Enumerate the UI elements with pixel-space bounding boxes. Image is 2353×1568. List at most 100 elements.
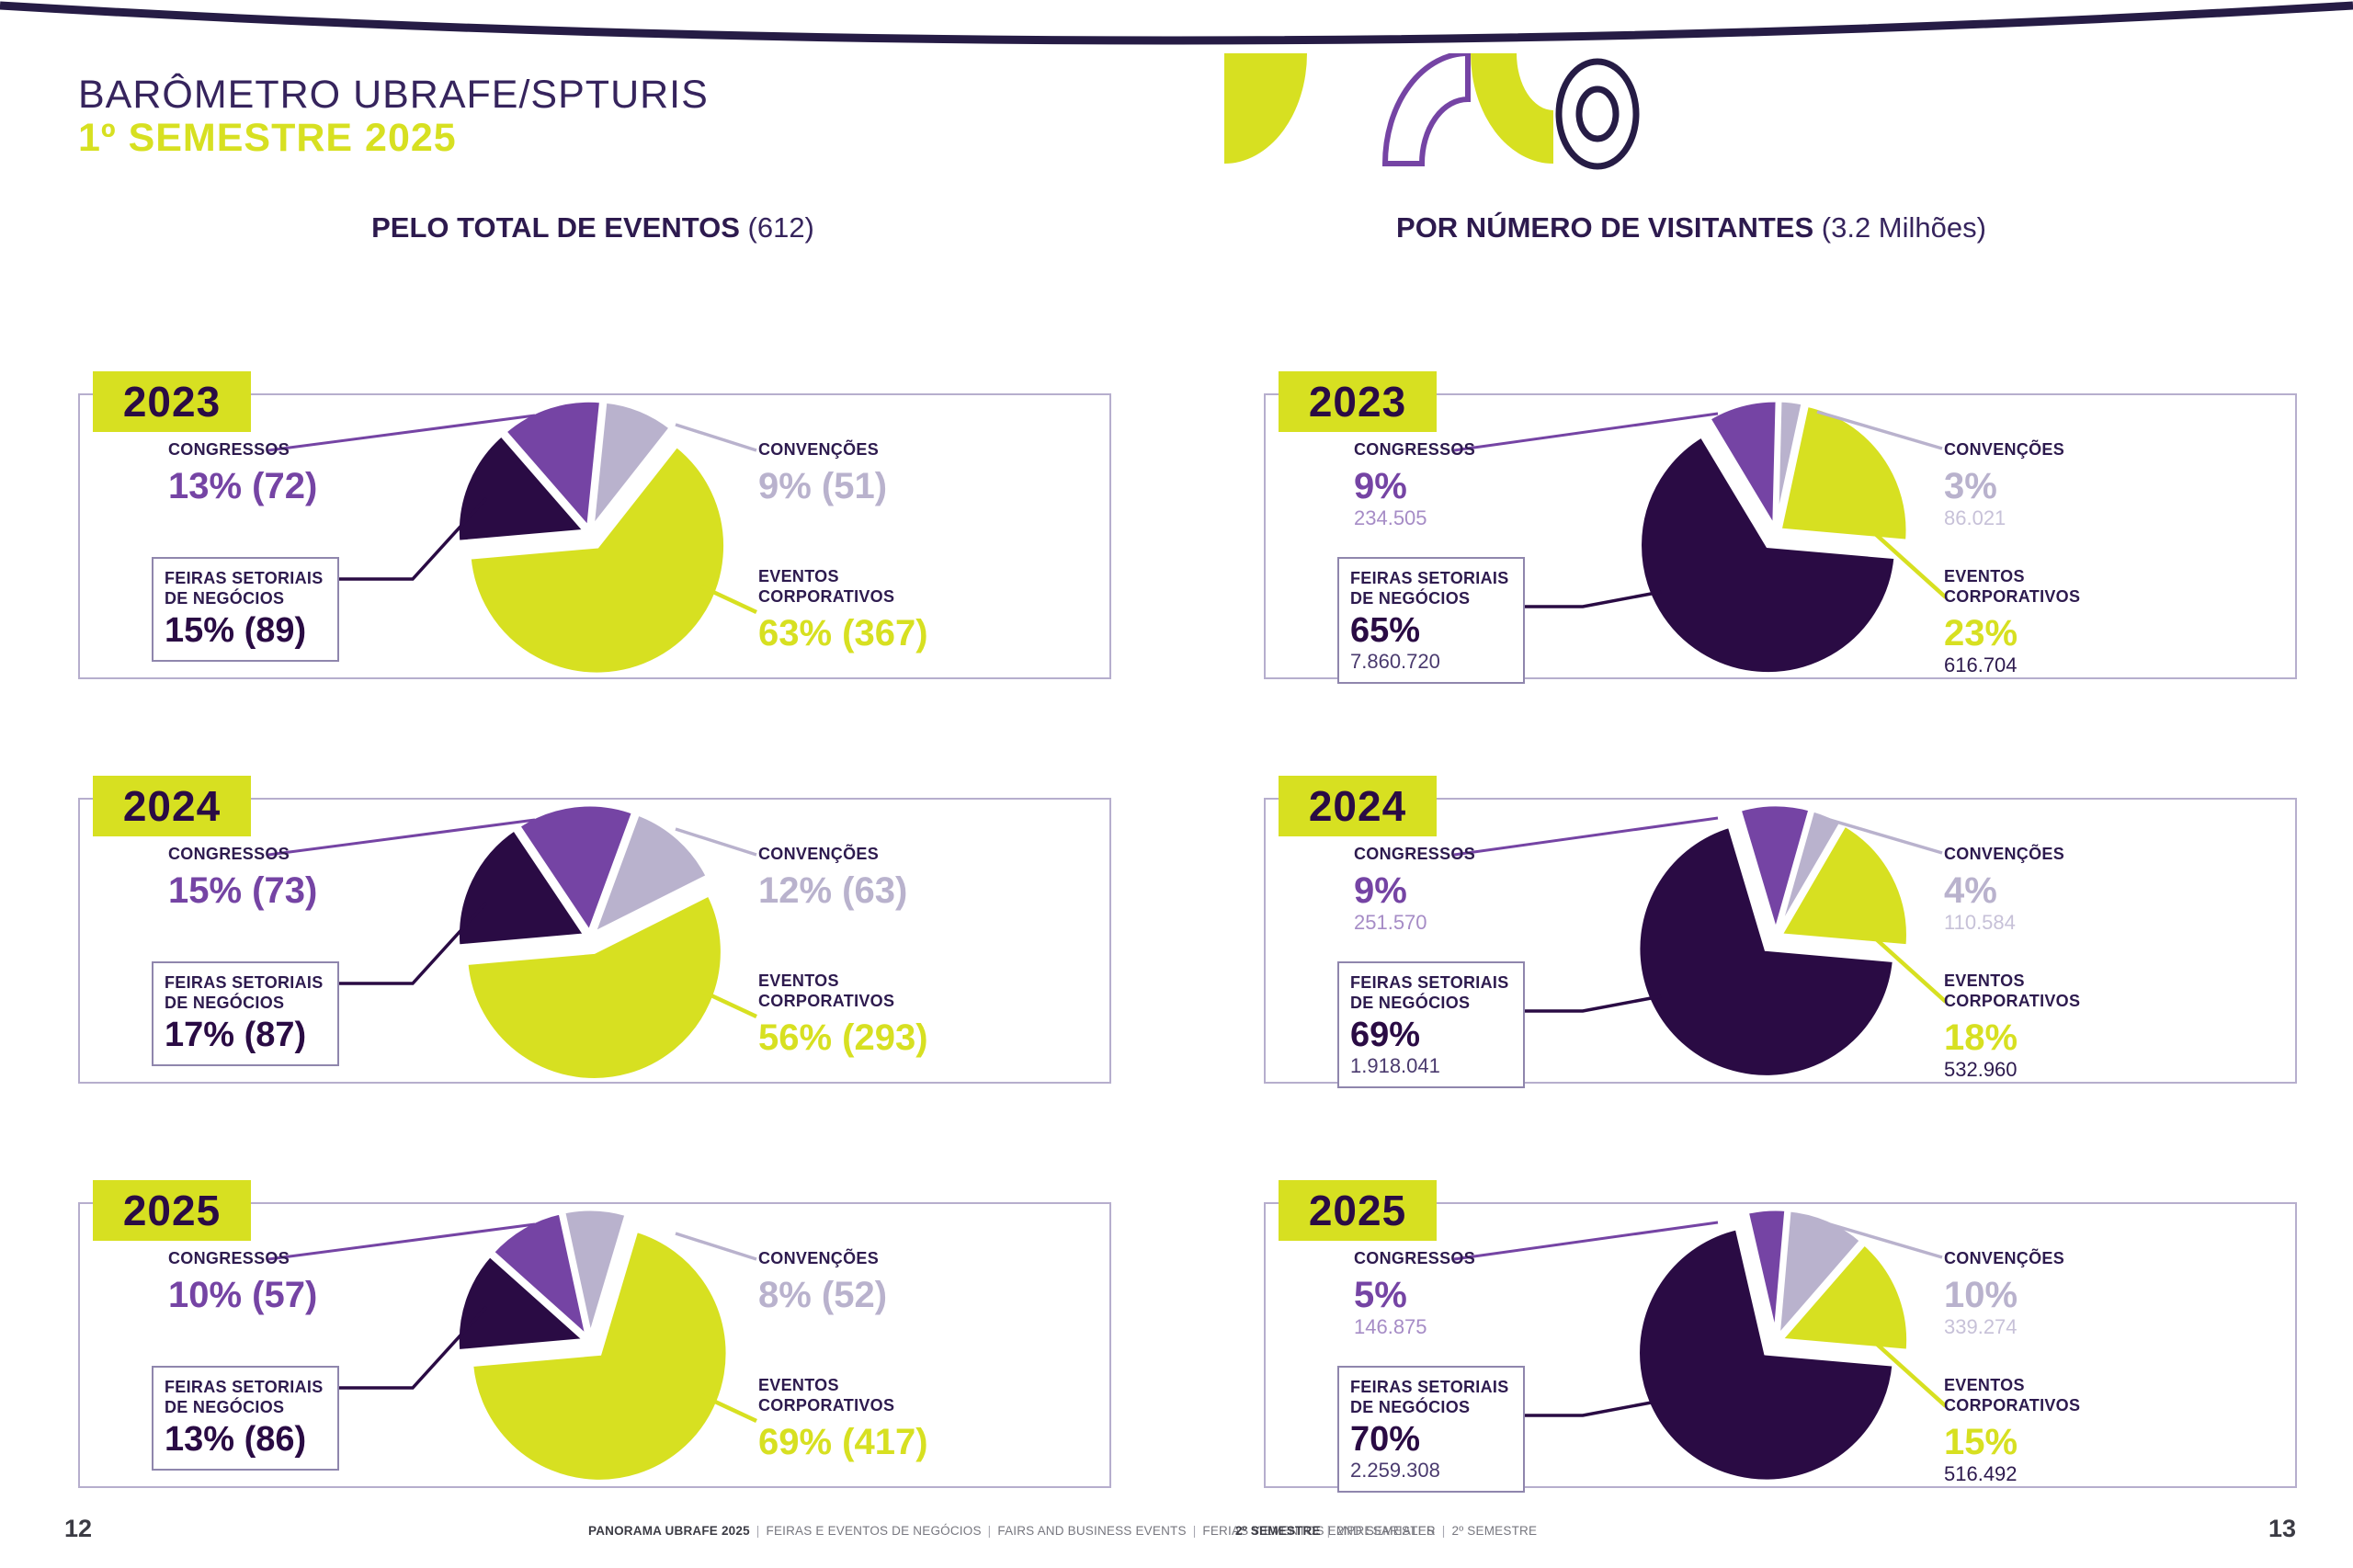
convencoes-callout: CONVENÇÕES 9% (51) xyxy=(758,439,887,507)
column-header-events: PELO TOTAL DE EVENTOS (612) xyxy=(78,211,1108,244)
eventos-corporativos-callout: EVENTOS CORPORATIVOS 23% 616.704 xyxy=(1944,566,2080,676)
congressos-percent: 13% (72) xyxy=(168,466,318,506)
feiras-percent: 13% (86) xyxy=(165,1420,307,1459)
convencoes-callout: CONVENÇÕES 8% (52) xyxy=(758,1248,887,1316)
leader-line-eventos xyxy=(1870,529,1948,599)
leader-line-eventos xyxy=(700,988,757,1019)
feiras-percent: 69% xyxy=(1350,1016,1421,1054)
feiras-label-line1: FEIRAS SETORIAIS xyxy=(1350,569,1509,587)
eventos-label-line1: EVENTOS xyxy=(1944,1376,2025,1394)
pie-slice-congressos xyxy=(1735,801,1814,941)
convencoes-callout: CONVENÇÕES 12% (63) xyxy=(758,844,907,912)
pie-chart xyxy=(267,1206,757,1484)
leader-line-eventos xyxy=(1870,1338,1948,1408)
pie-slice-convencoes xyxy=(560,1206,631,1338)
pie-slice-eventos xyxy=(466,441,729,677)
footer-left-seg2: FAIRS AND BUSINESS EVENTS xyxy=(997,1524,1187,1538)
masthead: BARÔMETRO UBRAFE/SPTURIS 1º SEMESTRE 202… xyxy=(78,73,709,161)
report-title: BARÔMETRO UBRAFE/SPTURIS xyxy=(78,73,709,117)
congressos-percent: 15% (73) xyxy=(168,870,318,911)
year-label: 2023 xyxy=(122,378,222,426)
feiras-value: 1.918.041 xyxy=(1350,1054,1440,1077)
pie-slice-eventos xyxy=(468,1227,731,1484)
eventos-label-line2: CORPORATIVOS xyxy=(758,587,895,606)
leader-line-congressos xyxy=(267,1222,536,1261)
year-label: 2023 xyxy=(1308,378,1407,426)
eventos-label-line2: CORPORATIVOS xyxy=(1944,587,2081,606)
footer-right-bold: 2º SEMESTRE xyxy=(1235,1524,1321,1538)
eventos-label-line2: CORPORATIVOS xyxy=(758,1396,895,1415)
congressos-callout: CONGRESSOS 5% 146.875 xyxy=(1354,1248,1475,1338)
eventos-corporativos-callout: EVENTOS CORPORATIVOS 18% 532.960 xyxy=(1944,971,2080,1081)
footer-left: PANORAMA UBRAFE 2025 | FEIRAS E EVENTOS DE… xyxy=(588,1524,1436,1538)
feiras-label-line2: DE NEGÓCIOS xyxy=(1350,994,1471,1012)
congressos-value: 146.875 xyxy=(1354,1315,1427,1338)
eventos-percent: 15% xyxy=(1944,1422,2018,1462)
eventos-value: 516.492 xyxy=(1944,1462,2018,1485)
leader-line-feiras xyxy=(315,496,488,581)
column-header-visitors-title: POR NÚMERO DE VISITANTES xyxy=(1396,211,1814,244)
year-badge: 2023 xyxy=(93,371,251,432)
convencoes-callout: CONVENÇÕES 4% 110.584 xyxy=(1944,844,2064,934)
pie-slice-eventos xyxy=(1776,821,1911,949)
page-number-left: 12 xyxy=(64,1515,93,1542)
congressos-label: CONGRESSOS xyxy=(1354,1249,1476,1267)
pie-slice-convencoes xyxy=(1774,1207,1866,1345)
convencoes-percent: 9% (51) xyxy=(758,466,888,506)
pie-chart xyxy=(1453,397,1948,677)
pie-chart xyxy=(1453,1206,1948,1484)
pie-chart xyxy=(1453,801,1948,1080)
quarter-disc-icon xyxy=(1224,53,1307,164)
leader-line-convencoes xyxy=(1816,1219,1943,1259)
pie-slice-feiras xyxy=(1637,432,1899,677)
eventos-percent: 69% (417) xyxy=(758,1422,928,1462)
pie-slice-feiras xyxy=(1635,1224,1897,1484)
panel-2023-visitantes: 2023 CONGRESSOS 9% 234.505 CONVENÇÕES 3%… xyxy=(1264,371,2297,684)
eventos-label-line2: CORPORATIVOS xyxy=(758,992,895,1010)
eventos-percent: 18% xyxy=(1944,1017,2018,1058)
feiras-percent: 70% xyxy=(1350,1420,1421,1459)
convencoes-value: 339.274 xyxy=(1944,1315,2018,1338)
leader-line-eventos xyxy=(1870,934,1948,1004)
footer-left-seg3: FERIAS Y EVENTOS EMPRESARIALES xyxy=(1202,1524,1436,1538)
feiras-setoriais-callout: FEIRAS SETORIAIS DE NEGÓCIOS 13% (86) xyxy=(152,1366,339,1471)
column-header-visitors: POR NÚMERO DE VISITANTES (3.2 Milhões) xyxy=(1176,211,2206,244)
convencoes-label: CONVENÇÕES xyxy=(758,440,880,459)
leader-line-eventos xyxy=(700,584,757,615)
page-number-right: 13 xyxy=(2268,1515,2297,1542)
congressos-percent: 5% xyxy=(1354,1275,1407,1315)
year-badge: 2024 xyxy=(1279,776,1437,836)
feiras-label-line1: FEIRAS SETORIAIS xyxy=(165,1378,324,1396)
panel-2024-eventos: 2024 CONGRESSOS 15% (73) CONVENÇÕES 12% … xyxy=(78,776,1111,1084)
eventos-label-line1: EVENTOS xyxy=(1944,971,2025,990)
convencoes-label: CONVENÇÕES xyxy=(1944,440,2065,459)
footer-right-seg1: 2ND SEMESTER xyxy=(1336,1524,1436,1538)
feiras-label-line2: DE NEGÓCIOS xyxy=(165,994,285,1012)
congressos-label: CONGRESSOS xyxy=(168,845,290,863)
feiras-setoriais-callout: FEIRAS SETORIAIS DE NEGÓCIOS 69% 1.918.0… xyxy=(1337,961,1525,1088)
eventos-percent: 63% (367) xyxy=(758,613,928,653)
congressos-callout: CONGRESSOS 10% (57) xyxy=(168,1248,317,1316)
feiras-label-line1: FEIRAS SETORIAIS xyxy=(1350,973,1509,992)
leader-line-congressos xyxy=(267,818,536,857)
feiras-label-line1: FEIRAS SETORIAIS xyxy=(165,973,324,992)
feiras-percent: 65% xyxy=(1350,611,1421,650)
footer-right: 2º SEMESTRE | 2ND SEMESTER | 2º SEMESTRE xyxy=(1235,1524,1538,1538)
panel-2024-visitantes: 2024 CONGRESSOS 9% 251.570 CONVENÇÕES 4%… xyxy=(1264,776,2297,1088)
leader-line-congressos xyxy=(267,414,536,452)
feiras-setoriais-callout: FEIRAS SETORIAIS DE NEGÓCIOS 70% 2.259.3… xyxy=(1337,1366,1525,1493)
pie-slice-eventos xyxy=(463,891,725,1082)
leader-line-eventos xyxy=(700,1392,757,1424)
eventos-corporativos-callout: EVENTOS CORPORATIVOS 63% (367) xyxy=(758,566,928,654)
convencoes-percent: 4% xyxy=(1944,870,1997,911)
feiras-label-line2: DE NEGÓCIOS xyxy=(165,1398,285,1416)
feiras-label-line1: FEIRAS SETORIAIS xyxy=(1350,1378,1509,1396)
feiras-percent: 17% (87) xyxy=(165,1016,307,1054)
report-subtitle: 1º SEMESTRE 2025 xyxy=(78,116,457,161)
convencoes-callout: CONVENÇÕES 10% 339.274 xyxy=(1944,1248,2064,1338)
congressos-callout: CONGRESSOS 9% 251.570 xyxy=(1354,844,1475,934)
feiras-value: 7.860.720 xyxy=(1350,650,1440,673)
convencoes-percent: 8% (52) xyxy=(758,1275,888,1315)
column-header-visitors-total: (3.2 Milhões) xyxy=(1821,211,1986,244)
